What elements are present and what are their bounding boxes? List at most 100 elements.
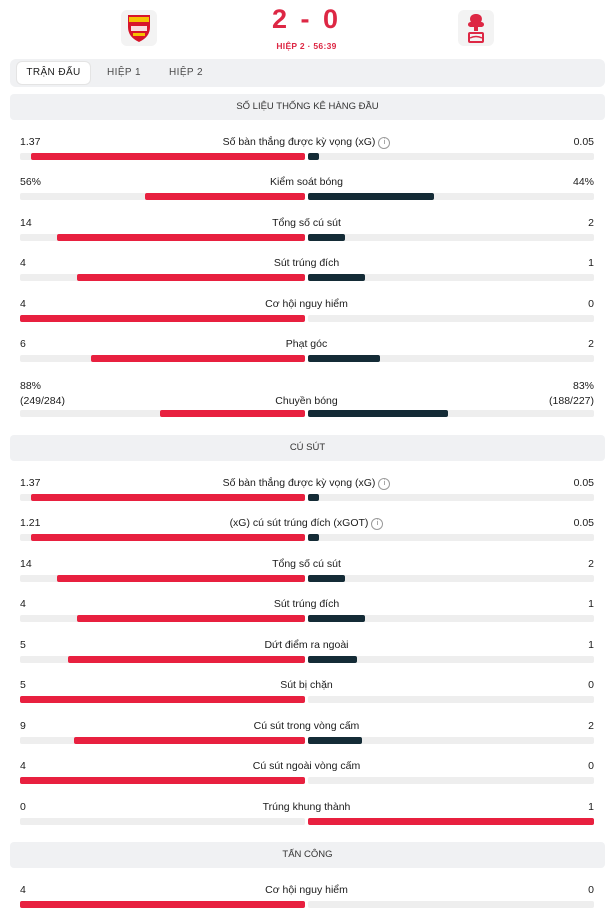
tab-second-half[interactable]: HIỆP 2 (169, 67, 203, 78)
away-stat-value: 1 (588, 639, 594, 651)
home-stat-bar-track (20, 193, 305, 200)
home-stat-value: 5 (20, 679, 26, 691)
stat-label-text: Kiểm soát bóng (270, 176, 343, 188)
section-header: TẤN CÔNG (10, 842, 605, 868)
stat-label-text: Cú sút ngoài vòng cấm (252, 760, 361, 772)
home-stat-bar (31, 534, 305, 541)
tab-first-half[interactable]: HIỆP 1 (107, 67, 141, 78)
tab-match[interactable]: TRẬN ĐẤU (17, 62, 90, 84)
home-stat-bar (160, 410, 305, 417)
stat-label: Số bàn thắng được kỳ vọng (xG) i (0, 136, 613, 149)
section-header: CÚ SÚT (10, 435, 605, 461)
away-stat-value: 83% (572, 380, 594, 392)
stat-label: Sút trúng đích (0, 598, 613, 610)
match-score: 2 - 0 (271, 4, 342, 34)
nottingham-forest-crest-icon (468, 14, 484, 43)
away-stat-bar (308, 615, 365, 622)
away-stat-bar-track (308, 818, 594, 825)
stat-label: Kiểm soát bóng (0, 176, 613, 188)
stat-label: Chuyền bóng (0, 395, 613, 407)
stat-label-text: Trúng khung thành (262, 801, 351, 813)
home-stat-value: 0 (20, 801, 26, 813)
away-stat-bar-track (308, 737, 594, 744)
info-icon[interactable]: i (378, 478, 391, 490)
away-stat-value: 1 (588, 257, 594, 269)
home-stat-value: 5 (20, 639, 26, 651)
home-stat-bar (20, 901, 305, 908)
home-stat-bar-track (20, 615, 305, 622)
stat-label-text: Dứt điểm ra ngoài (264, 639, 349, 651)
away-stat-bar (308, 494, 319, 501)
away-stat-value: 2 (588, 338, 594, 350)
away-stat-value: 0 (588, 298, 594, 310)
away-stat-bar (308, 575, 345, 582)
away-stat-bar-track (308, 494, 594, 501)
section-header: SỐ LIỆU THỐNG KÊ HÀNG ĐẦU (10, 94, 605, 120)
stat-label-text: Số bàn thắng được kỳ vọng (xG) (222, 136, 376, 148)
away-stat-value: 0 (588, 760, 594, 772)
away-stat-bar-track (308, 315, 594, 322)
away-stat-bar-track (308, 410, 594, 417)
stat-label-text: Tổng số cú sút (272, 558, 341, 570)
home-team-crest[interactable] (121, 10, 157, 46)
home-stat-value: 1.37 (20, 136, 41, 148)
away-stat-bar-track (308, 696, 594, 703)
home-stat-value: 4 (20, 298, 26, 310)
away-stat-value: 0.05 (573, 136, 594, 148)
away-stat-value: 2 (588, 558, 594, 570)
match-header: 2 - 0 HIỆP 2 · 56:39 (0, 0, 613, 58)
home-stat-bar-track (20, 355, 305, 362)
stat-label: Cơ hội nguy hiểm (0, 298, 613, 310)
home-stat-bar (20, 696, 305, 703)
home-stat-bar (20, 315, 305, 322)
away-stat-bar (308, 534, 319, 541)
away-stat-bar (308, 234, 345, 241)
away-stat-bar (308, 274, 365, 281)
home-stat-value: 4 (20, 257, 26, 269)
info-icon[interactable]: i (371, 518, 384, 530)
stat-label-text: Cú sút trong vòng cấm (253, 720, 360, 732)
home-stat-bar-track (20, 901, 305, 908)
stat-label: Dứt điểm ra ngoài (0, 639, 613, 651)
home-stat-bar-track (20, 737, 305, 744)
stat-label-text: Sút trúng đích (273, 257, 340, 269)
home-stat-value: 14 (20, 217, 32, 229)
home-stat-bar-track (20, 410, 305, 417)
info-icon[interactable]: i (378, 137, 391, 149)
stat-label: Cú sút ngoài vòng cấm (0, 760, 613, 772)
away-stat-value: 0 (588, 884, 594, 896)
home-stat-value: 1.37 (20, 477, 41, 489)
home-stat-bar (145, 193, 305, 200)
match-period-clock: HIỆP 2 · 56:39 (276, 41, 337, 51)
stat-label: Cơ hội nguy hiểm (0, 884, 613, 896)
stat-label-text: Sút trúng đích (273, 598, 340, 610)
home-stat-bar-track (20, 818, 305, 825)
home-stat-bar (91, 355, 305, 362)
stat-label: Sút bị chặn (0, 679, 613, 691)
away-stat-value: 2 (588, 720, 594, 732)
home-stat-value: 9 (20, 720, 26, 732)
stat-label: Tổng số cú sút (0, 558, 613, 570)
away-stat-bar-track (308, 355, 594, 362)
home-stat-bar (20, 777, 305, 784)
home-stat-value: 14 (20, 558, 32, 570)
home-stat-value: 6 (20, 338, 26, 350)
stat-label: Sút trúng đích (0, 257, 613, 269)
away-stat-bar (308, 193, 434, 200)
home-stat-bar (57, 234, 305, 241)
away-stat-bar (308, 410, 448, 417)
away-stat-bar (308, 818, 594, 825)
stat-label: Tổng số cú sút (0, 217, 613, 229)
away-team-crest[interactable] (458, 10, 494, 46)
away-stat-bar-track (308, 274, 594, 281)
away-stat-bar (308, 153, 319, 160)
home-stat-detail: (249/284) (20, 395, 65, 407)
away-stat-bar-track (308, 901, 594, 908)
home-stat-bar-track (20, 777, 305, 784)
stat-label: (xG) cú sút trúng đích (xGOT) i (0, 517, 613, 530)
away-stat-bar (308, 656, 357, 663)
away-stat-bar-track (308, 615, 594, 622)
away-stat-detail: (188/227) (549, 395, 594, 407)
stat-label: Cú sút trong vòng cấm (0, 720, 613, 732)
home-stat-bar-track (20, 274, 305, 281)
